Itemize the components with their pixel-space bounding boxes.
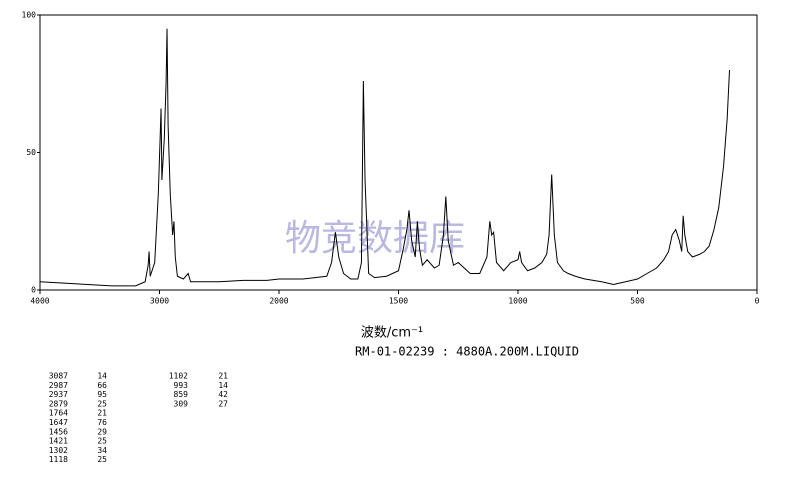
peak-wavenumber: 2937 [49,390,68,399]
y-tick-label: 100 [22,11,37,20]
x-tick-label: 3000 [150,297,169,306]
peak-wavenumber: 1647 [49,418,68,427]
peak-wavenumber: 2879 [49,399,68,408]
peak-intensity: 29 [97,427,107,436]
y-tick-label: 0 [31,286,36,295]
peak-intensity: 66 [97,381,107,390]
x-tick-label: 1500 [389,297,408,306]
peak-wavenumber: 1456 [49,427,68,436]
peak-wavenumber: 1118 [49,455,68,464]
peak-wavenumber: 3087 [49,372,68,381]
x-tick-label: 500 [630,297,645,306]
x-tick-label: 0 [755,297,760,306]
x-axis-label: 波数/cm⁻¹ [361,326,423,341]
peak-wavenumber: 993 [174,381,189,390]
chart-title: RM-01-02239 : 4880A.200M.LIQUID [355,345,579,359]
peak-intensity: 42 [218,390,228,399]
watermark: 物竞数据库 [285,218,465,259]
peak-wavenumber: 1302 [49,446,68,455]
x-tick-label: 2000 [269,297,288,306]
peak-intensity: 76 [97,418,107,427]
x-tick-label: 1000 [508,297,527,306]
peak-wavenumber: 1764 [49,409,68,418]
y-tick-label: 50 [26,148,36,157]
peak-wavenumber: 1421 [49,437,68,446]
peak-intensity: 21 [218,372,228,381]
peak-intensity: 21 [97,409,107,418]
peak-intensity: 34 [97,446,107,455]
peak-wavenumber: 309 [174,399,189,408]
peak-intensity: 25 [97,455,107,464]
peak-wavenumber: 2987 [49,381,68,390]
peak-intensity: 14 [218,381,228,390]
x-tick-label: 4000 [30,297,49,306]
peak-intensity: 25 [97,437,107,446]
peak-intensity: 25 [97,399,107,408]
peak-intensity: 95 [97,390,107,399]
peak-wavenumber: 859 [174,390,189,399]
peak-wavenumber: 1102 [169,372,188,381]
peak-intensity: 14 [97,372,107,381]
peak-intensity: 27 [218,399,228,408]
spectrum-line [39,28,731,287]
